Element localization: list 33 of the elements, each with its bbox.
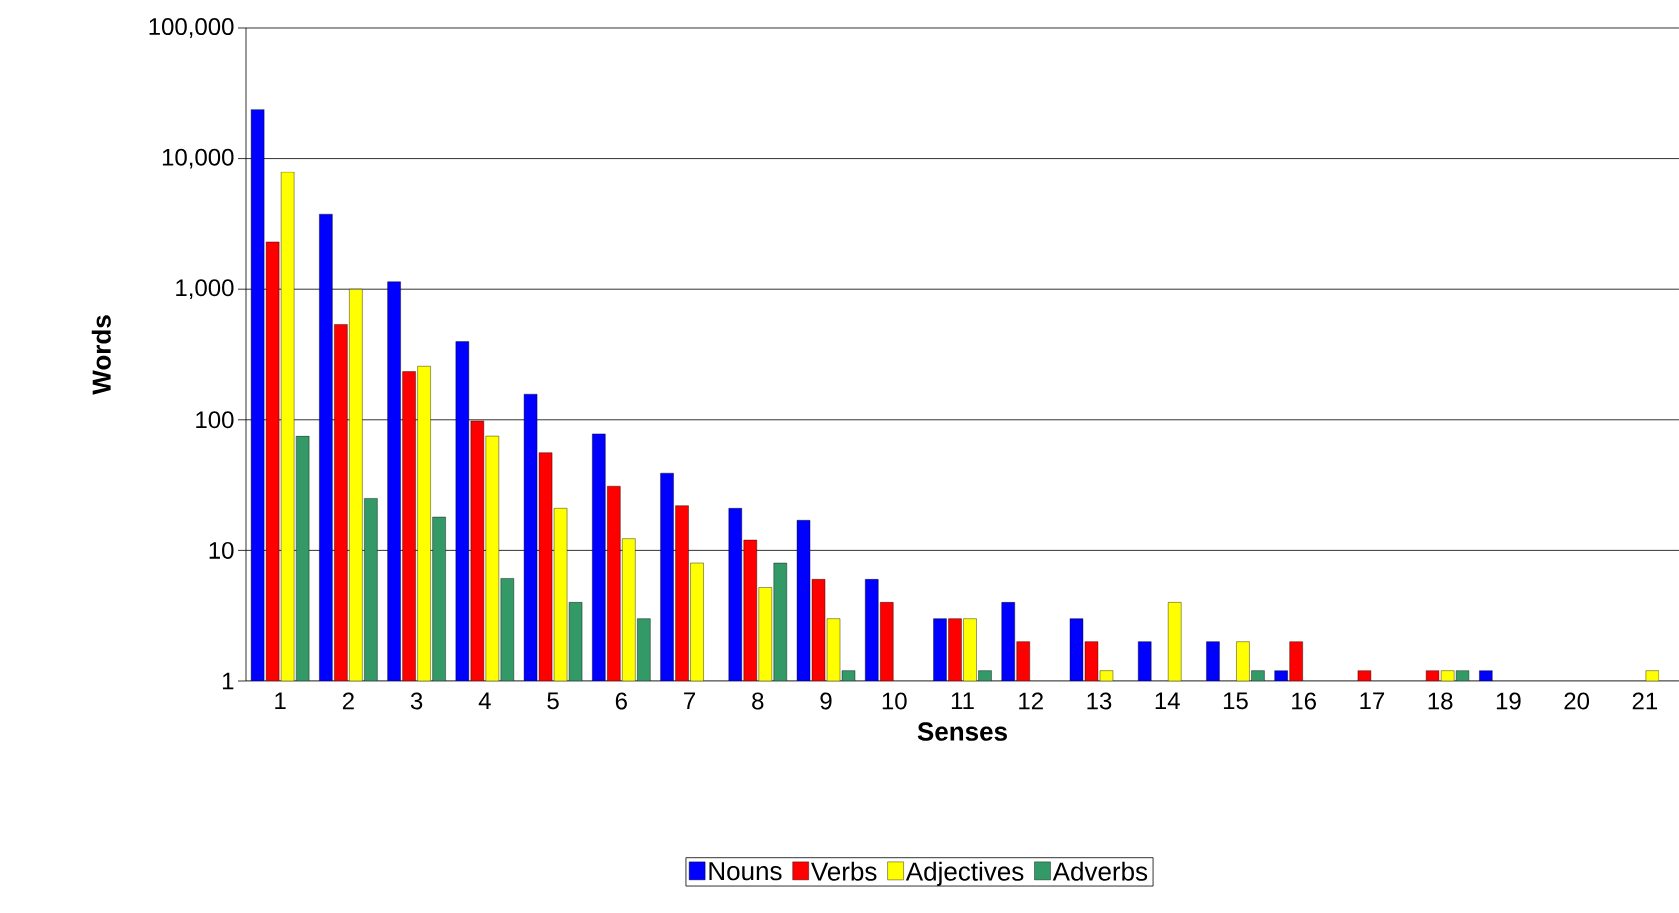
y-tick-label: 100 (196, 411, 234, 429)
y-tick-label: 100,000 (149, 18, 234, 38)
x-tick-label: 9 (820, 692, 832, 710)
x-tick-label: 18 (1428, 692, 1453, 710)
x-tick-label: 20 (1564, 692, 1590, 710)
x-tick-label: 13 (1087, 692, 1112, 710)
x-tick-label: 6 (615, 692, 627, 710)
x-tick-label: 11 (951, 692, 974, 710)
x-tick-label: 2 (342, 692, 354, 710)
x-tick-label: 15 (1223, 692, 1248, 710)
x-tick-label: 17 (1360, 692, 1385, 710)
x-tick-label: 3 (410, 692, 423, 710)
x-tick-label: 5 (547, 692, 559, 710)
x-tick-label: 8 (752, 692, 764, 710)
x-tick-label: 12 (1019, 692, 1043, 710)
legend-label: Verbs (811, 861, 877, 881)
x-tick-label: 14 (1155, 692, 1180, 710)
x-tick-label: 19 (1496, 692, 1521, 710)
legend-label: Adverbs (1052, 861, 1148, 881)
x-tick-label: 21 (1632, 692, 1658, 710)
x-axis-title: Senses (917, 722, 1007, 741)
legend-label: Nouns (709, 862, 782, 881)
x-tick-label: 1 (275, 692, 286, 710)
y-tick-label: 1,000 (176, 279, 234, 300)
x-tick-label: 7 (684, 692, 696, 710)
legend-label: Adjectives (905, 861, 1024, 886)
x-tick-label: 4 (478, 692, 491, 710)
y-tick-label: 1 (222, 672, 234, 690)
y-tick-label: 10 (209, 541, 234, 559)
y-axis-title: Words (91, 315, 111, 395)
x-tick-label: 10 (882, 692, 907, 710)
x-tick-label: 16 (1292, 692, 1316, 710)
y-tick-label: 10,000 (162, 148, 234, 169)
